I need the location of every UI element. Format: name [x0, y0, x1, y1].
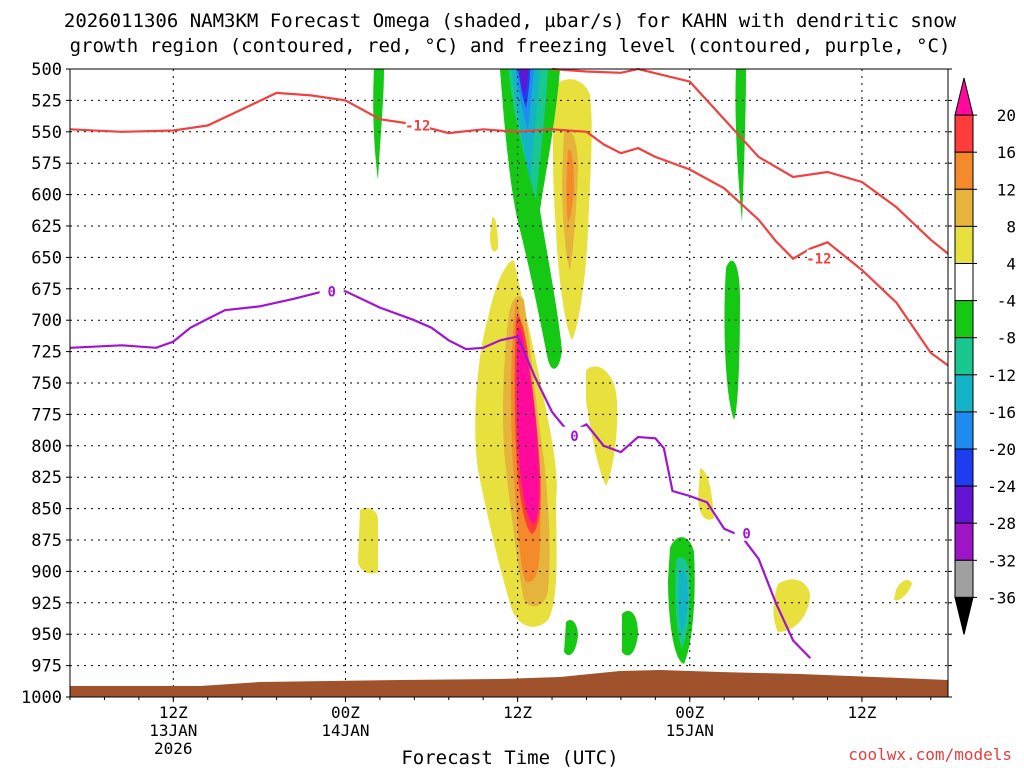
omega-shade-yellow-small4: [894, 580, 912, 601]
omega-shade-green-mid: [724, 260, 740, 420]
y-tick-label: 650: [31, 248, 62, 268]
omega-shade-green-small2: [622, 610, 638, 656]
y-tick-label: 875: [31, 531, 62, 551]
y-tick-label: 850: [31, 500, 62, 520]
colorbar-label: -24: [987, 477, 1016, 496]
omega-shade-green-right: [735, 69, 746, 222]
x-tick-label: 00Z: [331, 703, 360, 722]
y-tick-label: 825: [31, 468, 62, 488]
colorbar-label: 8: [1006, 217, 1016, 236]
colorbar-segment: [954, 300, 974, 339]
colorbar-segment: [954, 188, 974, 227]
colorbar-top-triangle: [954, 77, 974, 116]
y-tick-label: 575: [31, 154, 62, 174]
x-tick-sublabel: 13JAN: [149, 721, 197, 740]
omega-shade-green-left: [373, 69, 384, 180]
x-tick-label: 12Z: [847, 703, 876, 722]
x-tick-year: 2026: [154, 739, 193, 758]
colorbar-segment: [954, 522, 974, 561]
omega-shade-cyan: [512, 69, 540, 180]
chart-title-line2: growth region (contoured, red, °C) and f…: [70, 35, 951, 57]
terrain-ground: [70, 670, 948, 697]
omega-shade-magenta: [516, 328, 540, 524]
contour-label-bg: [806, 249, 831, 266]
y-tick-label: 775: [31, 405, 62, 425]
omega-shade-orange-upper: [566, 149, 574, 222]
colorbar-label: -16: [987, 403, 1016, 422]
contour-label-bg: [562, 426, 587, 443]
y-tick-label: 700: [31, 311, 62, 331]
credit-text: coolwx.com/models: [848, 745, 1012, 764]
x-tick-label: 12Z: [503, 703, 532, 722]
y-tick-label: 500: [31, 60, 62, 80]
chart-title-line1: 2026011306 NAM3KM Forecast Omega (shaded…: [64, 10, 957, 32]
plot-area: -12 -12 0 0 0: [69, 67, 949, 698]
omega-shade-purple: [520, 69, 528, 96]
contour-line-1: [551, 67, 949, 255]
colorbar-segment: [954, 374, 974, 413]
y-tick-label: 625: [31, 217, 62, 237]
omega-shade-yellow-mid: [586, 366, 618, 486]
y-tick-label: 925: [31, 594, 62, 614]
colorbar-segment: [954, 337, 974, 376]
contour-label: -12: [405, 119, 430, 135]
y-tick-label: 800: [31, 437, 62, 457]
y-tick-label: 750: [31, 374, 62, 394]
contour-line-0: [69, 91, 949, 367]
y-tick-label: 950: [31, 625, 62, 645]
colorbar-label: -12: [987, 366, 1016, 385]
omega-shade-yellow-small1: [358, 508, 378, 574]
x-tick-sublabel: 15JAN: [666, 721, 714, 740]
colorbar-label: -4: [997, 292, 1016, 311]
colorbar-label: 12: [997, 180, 1016, 199]
contour-label: 0: [742, 527, 750, 543]
omega-shade-green-small1: [564, 619, 578, 656]
colorbar-label: -28: [987, 514, 1016, 533]
y-tick-label: 725: [31, 343, 62, 363]
omega-shade-green-main: [500, 69, 562, 369]
colorbar-label: -20: [987, 440, 1016, 459]
colorbar-bottom-triangle: [954, 596, 974, 635]
contour-label: 0: [570, 429, 578, 445]
colorbar-segment: [954, 114, 974, 153]
colorbar-label: 20: [997, 106, 1016, 125]
y-tick-label: 900: [31, 562, 62, 582]
y-tick-label: 1000: [21, 688, 62, 708]
colorbar-segment: [954, 225, 974, 264]
colorbar-segment: [954, 559, 974, 598]
y-axis-ticks: 500 525 550 575 600 625 650 675 700 725 750 775 800 8…: [21, 60, 952, 708]
colorbar-segment: [954, 411, 974, 450]
colorbar: 20 16 12 8 4 -4 -8 -12 -16 -20 -24 -28 -32 -36: [954, 77, 1016, 635]
contour-label-bg: [734, 524, 759, 541]
y-tick-label: 600: [31, 186, 62, 206]
colorbar-segment: [954, 263, 974, 302]
y-tick-label: 550: [31, 123, 62, 143]
x-tick-sublabel: 14JAN: [321, 721, 369, 740]
y-tick-label: 975: [31, 657, 62, 677]
colorbar-segment: [954, 448, 974, 487]
omega-shade-cyan-low: [678, 569, 688, 632]
colorbar-label: -8: [997, 329, 1016, 348]
colorbar-segment: [954, 485, 974, 524]
y-tick-label: 675: [31, 280, 62, 300]
contour-label: 0: [327, 284, 335, 300]
colorbar-segment: [954, 151, 974, 190]
omega-shading: [358, 69, 912, 664]
y-tick-label: 525: [31, 91, 62, 111]
colorbar-label: -36: [987, 588, 1016, 607]
colorbar-label: -32: [987, 551, 1016, 570]
x-axis-label: Forecast Time (UTC): [401, 747, 618, 768]
contour-label-bg: [405, 116, 430, 133]
contour-label: -12: [806, 252, 831, 268]
colorbar-label: 4: [1006, 255, 1016, 274]
contour-line-2: [69, 288, 812, 659]
x-tick-label: 12Z: [159, 703, 188, 722]
x-tick-label: 00Z: [675, 703, 704, 722]
contour-label-bg: [319, 282, 344, 299]
colorbar-label: 16: [997, 143, 1016, 162]
contour-lines: -12 -12 0 0 0: [69, 67, 949, 659]
